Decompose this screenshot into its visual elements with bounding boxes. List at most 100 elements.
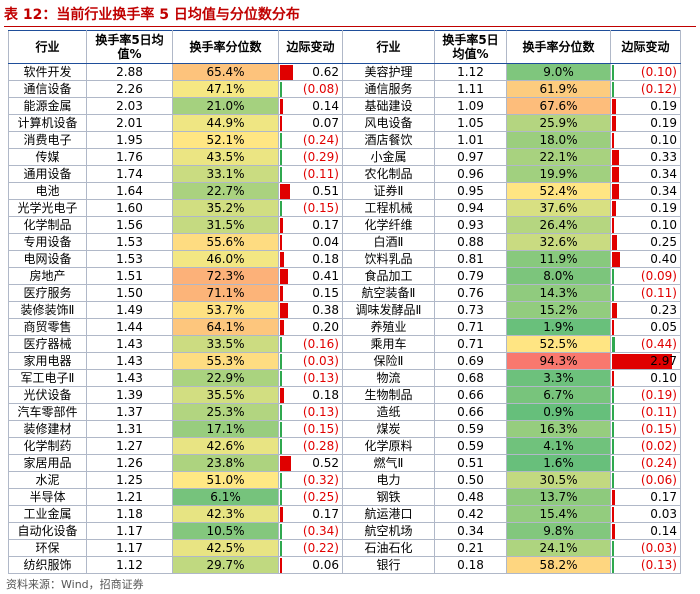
change-bar [612,116,616,131]
marginal-change: 0.03 [610,505,681,523]
turnover-percentile: 64.1% [172,318,279,336]
source-note: 资料来源：Wind，招商证券 [6,578,144,591]
marginal-change: (0.32) [278,471,343,489]
turnover-percentile: 94.3% [506,352,611,370]
turnover-mean: 0.71 [434,318,507,336]
turnover-mean: 0.34 [434,522,507,540]
turnover-percentile: 55.3% [172,352,279,370]
change-value: (0.13) [640,558,677,572]
change-value: 0.19 [650,116,677,130]
industry: 电网设备 [8,250,87,268]
turnover-mean: 1.64 [86,182,173,200]
turnover-percentile: 14.3% [506,284,611,302]
marginal-change: (0.15) [278,420,343,438]
marginal-change: (0.16) [278,335,343,353]
table-row: 电池 1.64 22.7% 0.51 证券Ⅱ 0.95 52.4% 0.34 [8,182,681,200]
industry: 房地产 [8,267,87,285]
industry: 通用设备 [8,165,87,183]
change-bar [612,286,614,301]
turnover-mean: 0.71 [434,335,507,353]
turnover-mean: 1.12 [86,556,173,574]
industry: 汽车零部件 [8,403,87,421]
change-value: (0.15) [302,201,339,215]
change-value: (0.19) [640,388,677,402]
change-value: 0.06 [312,558,339,572]
turnover-mean: 1.21 [86,488,173,506]
column-header: 换手率5日均值% [434,30,507,64]
change-value: 0.51 [312,184,339,198]
marginal-change: 0.17 [278,505,343,523]
change-bar [612,524,615,539]
industry: 医疗器械 [8,335,87,353]
table-row: 化学制药 1.27 42.6% (0.28) 化学原料 0.59 4.1% (0.02) [8,437,681,455]
change-value: (0.11) [302,167,339,181]
change-value: (0.03) [640,541,677,555]
change-bar [612,320,614,335]
industry: 光伏设备 [8,386,87,404]
industry: 软件开发 [8,63,87,81]
marginal-change: 0.34 [610,182,681,200]
marginal-change: (0.25) [278,488,343,506]
turnover-mean: 1.25 [86,471,173,489]
turnover-mean: 1.50 [86,284,173,302]
change-value: 0.04 [312,235,339,249]
turnover-mean: 1.43 [86,369,173,387]
marginal-change: (0.24) [278,131,343,149]
turnover-mean: 0.48 [434,488,507,506]
change-bar [280,558,282,573]
marginal-change: (0.10) [610,63,681,81]
marginal-change: 0.20 [278,318,343,336]
turnover-percentile: 4.1% [506,437,611,455]
industry: 风电设备 [342,114,435,132]
change-value: (0.08) [302,82,339,96]
turnover-percentile: 61.9% [506,80,611,98]
marginal-change: 0.51 [278,182,343,200]
industry: 基础建设 [342,97,435,115]
industry: 医疗服务 [8,284,87,302]
marginal-change: 0.38 [278,301,343,319]
industry: 家用电器 [8,352,87,370]
change-bar [280,439,282,454]
marginal-change: 0.40 [610,250,681,268]
change-bar [612,490,616,505]
marginal-change: 2.97 [610,352,681,370]
marginal-change: (0.03) [610,539,681,557]
turnover-mean: 0.59 [434,437,507,455]
table-row: 通用设备 1.74 33.1% (0.11) 农化制品 0.96 19.9% 0.34 [8,165,681,183]
turnover-percentile: 51.0% [172,471,279,489]
turnover-mean: 2.88 [86,63,173,81]
change-bar [280,286,284,301]
change-value: 0.34 [650,167,677,181]
turnover-percentile: 13.7% [506,488,611,506]
turnover-mean: 1.12 [434,63,507,81]
marginal-change: 0.25 [610,233,681,251]
industry: 航空机场 [342,522,435,540]
marginal-change: 0.41 [278,267,343,285]
change-value: 0.15 [312,286,339,300]
turnover-percentile: 55.6% [172,233,279,251]
industry: 纺织服饰 [8,556,87,574]
change-bar [612,99,616,114]
change-value: 0.41 [312,269,339,283]
marginal-change: 0.19 [610,114,681,132]
turnover-mean: 0.93 [434,216,507,234]
turnover-mean: 0.94 [434,199,507,217]
column-header: 边际变动 [610,30,681,64]
change-value: 0.17 [312,507,339,521]
change-bar [280,235,282,250]
turnover-percentile: 17.1% [172,420,279,438]
turnover-mean: 1.49 [86,301,173,319]
change-value: (0.44) [640,337,677,351]
turnover-mean: 0.51 [434,454,507,472]
turnover-mean: 0.66 [434,403,507,421]
turnover-percentile: 23.8% [172,454,279,472]
industry: 美容护理 [342,63,435,81]
table-row: 化学制品 1.56 31.5% 0.17 化学纤维 0.93 26.4% 0.10 [8,216,681,234]
industry: 军工电子Ⅱ [8,369,87,387]
turnover-mean: 1.26 [86,454,173,472]
industry: 家居用品 [8,454,87,472]
turnover-mean: 0.95 [434,182,507,200]
turnover-percentile: 67.6% [506,97,611,115]
turnover-percentile: 42.5% [172,539,279,557]
industry: 保险Ⅱ [342,352,435,370]
